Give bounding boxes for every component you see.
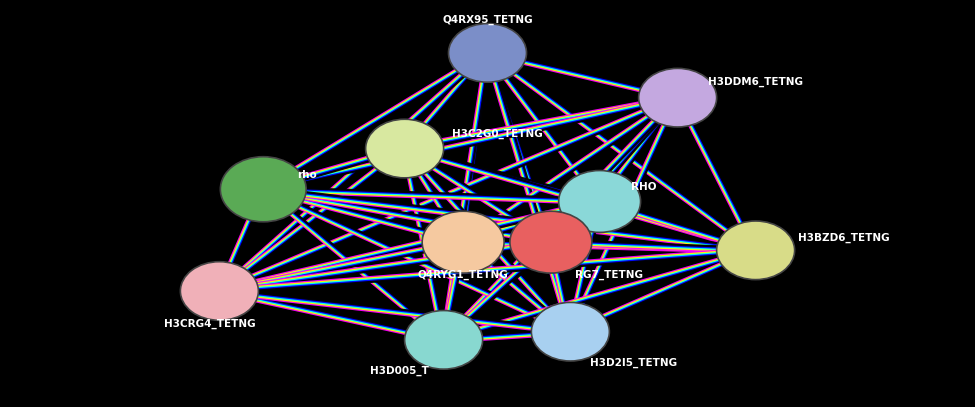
Text: H3C2G0_TETNG: H3C2G0_TETNG: [451, 129, 543, 140]
Ellipse shape: [405, 311, 483, 369]
Ellipse shape: [639, 68, 717, 127]
Text: rho: rho: [297, 170, 317, 180]
Text: H3BZD6_TETNG: H3BZD6_TETNG: [798, 233, 889, 243]
Ellipse shape: [559, 171, 641, 232]
Ellipse shape: [366, 119, 444, 178]
Text: RHO: RHO: [631, 182, 656, 192]
Text: H3DDM6_TETNG: H3DDM6_TETNG: [708, 76, 803, 87]
Text: H3D2I5_TETNG: H3D2I5_TETNG: [590, 358, 678, 368]
Ellipse shape: [717, 221, 795, 280]
Ellipse shape: [220, 157, 306, 222]
Text: Q4RX95_TETNG: Q4RX95_TETNG: [443, 15, 532, 26]
Text: H3CRG4_TETNG: H3CRG4_TETNG: [164, 318, 255, 329]
Ellipse shape: [510, 211, 592, 273]
Text: H3D005_T: H3D005_T: [370, 366, 429, 376]
Text: Q4RYG1_TETNG: Q4RYG1_TETNG: [417, 269, 509, 280]
Ellipse shape: [180, 262, 258, 320]
Text: RG7_TETNG: RG7_TETNG: [575, 269, 644, 280]
Ellipse shape: [422, 211, 504, 273]
Ellipse shape: [531, 302, 609, 361]
Ellipse shape: [448, 24, 526, 82]
